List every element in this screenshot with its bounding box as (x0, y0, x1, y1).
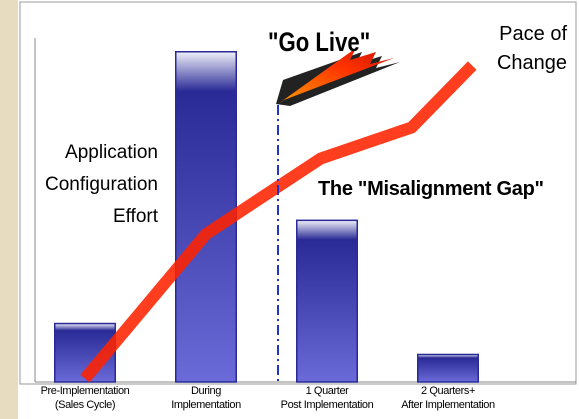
side-strip (0, 0, 18, 419)
bar (418, 354, 479, 382)
line-label: Pace of Change (440, 20, 567, 78)
go-live-label: "Go Live" (268, 28, 370, 58)
x-tick-label: 2 Quarters+ After Implementation (383, 385, 513, 413)
x-tick-label: 1 Quarter Post Implementation (262, 385, 392, 413)
x-tick-label: During Implementation (141, 385, 271, 413)
bar (297, 220, 358, 382)
page: Application Configuration Effort Pace of… (0, 0, 579, 419)
gap-label: The "Misalignment Gap" (318, 178, 544, 200)
x-tick-label: Pre-Implementation (Sales Cycle) (20, 385, 150, 413)
y-label: Application Configuration Effort (20, 137, 158, 233)
